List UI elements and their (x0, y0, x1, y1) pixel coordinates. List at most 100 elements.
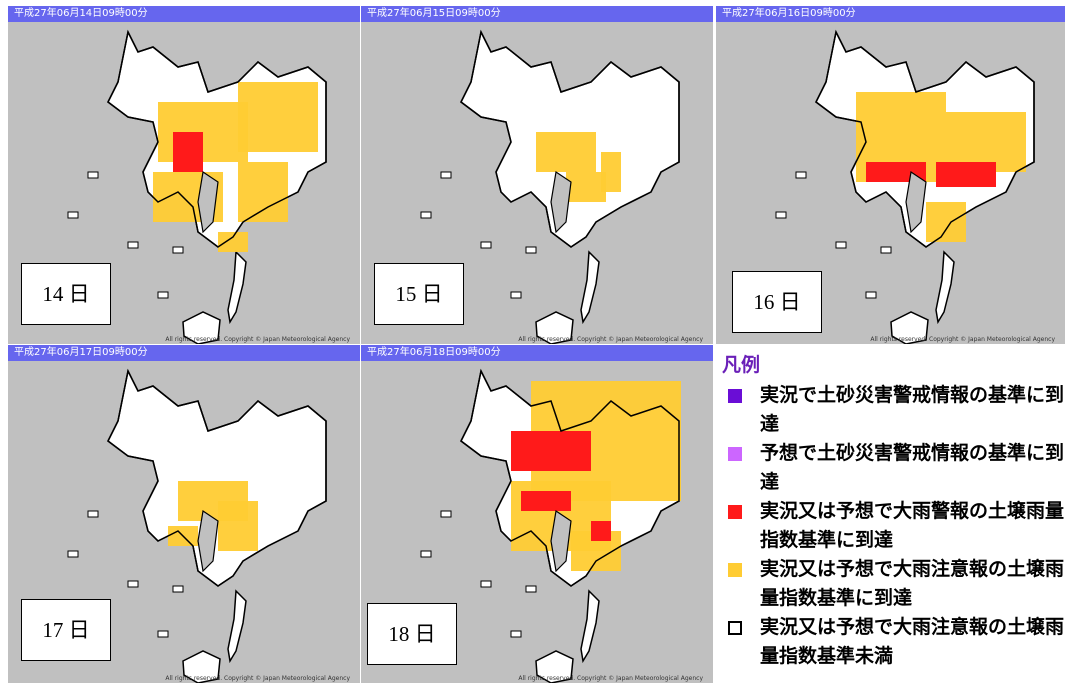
coastline (107, 368, 327, 587)
legend-title: 凡例 (722, 354, 761, 376)
panel-timestamp: 平成27年06月15日09時00分 (361, 6, 713, 22)
island-shape (182, 311, 221, 344)
islet-shape (67, 550, 79, 558)
islet-shape (880, 246, 892, 254)
islet-shape (795, 171, 807, 179)
islet-shape (87, 171, 99, 179)
islet-shape (87, 510, 99, 518)
day-label: 14 日 (21, 263, 111, 325)
bay-shape (550, 170, 572, 234)
bay-shape (550, 509, 572, 573)
day-label: 15 日 (374, 263, 464, 325)
islet-shape (480, 241, 492, 249)
legend-item-below-advisory: 実況又は予想で大雨注意報の土壌雨量指数基準未満 (722, 613, 1067, 671)
bay-shape (905, 170, 927, 234)
islet-shape (157, 630, 169, 638)
map-panel-16: 平成27年06月16日09時00分 16 日 All rights reserv… (716, 6, 1065, 344)
copyright-credit: All rights reserved. Copyright © Japan M… (518, 336, 703, 343)
advisory-area (238, 162, 288, 222)
advisory-area (566, 172, 606, 202)
kyushu-map (420, 29, 680, 344)
legend-label: 実況又は予想で大雨警報の土壌雨量指数基準に到達 (760, 500, 1065, 551)
legend-item-forecast-landslide: 予想で土砂災害警戒情報の基準に到達 (722, 439, 1067, 497)
islet-shape (480, 580, 492, 588)
day-label: 18 日 (367, 603, 457, 665)
kyushu-map (67, 29, 327, 344)
islet-shape (510, 291, 522, 299)
island-shape (890, 311, 929, 344)
warning-area (521, 491, 571, 511)
warning-area (173, 132, 203, 172)
bay-shape (197, 170, 219, 234)
day-label: 16 日 (732, 271, 822, 333)
coastline (107, 29, 327, 248)
islet-shape (440, 171, 452, 179)
islet-shape (835, 241, 847, 249)
panel-timestamp: 平成27年06月17日09時00分 (8, 345, 360, 361)
legend-swatch (728, 621, 742, 635)
islet-shape (865, 291, 877, 299)
day-label: 17 日 (21, 599, 111, 661)
warning-area (936, 162, 996, 187)
coastline (460, 368, 680, 587)
bay-shape (197, 509, 219, 573)
island-shape (535, 650, 574, 683)
copyright-credit: All rights reserved. Copyright © Japan M… (870, 336, 1055, 343)
islet-shape (510, 630, 522, 638)
legend-swatch (728, 505, 742, 519)
islet-shape (775, 211, 787, 219)
warning-area (591, 521, 611, 541)
island-shape (535, 311, 574, 344)
islet-shape (127, 580, 139, 588)
islet-shape (420, 550, 432, 558)
islet-shape (172, 585, 184, 593)
coastline (460, 29, 680, 248)
advisory-area (238, 82, 318, 152)
kyushu-map (775, 29, 1035, 344)
island-shape (227, 589, 247, 664)
island-shape (935, 250, 955, 325)
islet-shape (172, 246, 184, 254)
islet-shape (525, 585, 537, 593)
legend-label: 実況又は予想で大雨注意報の土壌雨量指数基準に到達 (760, 558, 1065, 609)
map-panel-18: 平成27年06月18日09時00分 18 日 All rights reserv… (361, 345, 713, 683)
map-panel-17: 平成27年06月17日09時00分 17 日 All rights reserv… (8, 345, 360, 683)
copyright-credit: All rights reserved. Copyright © Japan M… (518, 675, 703, 682)
advisory-area (218, 232, 248, 252)
map-panel-14: 平成27年06月14日09時00分 14 日 All rights reserv… (8, 6, 360, 344)
legend-label: 実況又は予想で大雨注意報の土壌雨量指数基準未満 (760, 616, 1065, 667)
islet-shape (157, 291, 169, 299)
panel-timestamp: 平成27年06月16日09時00分 (716, 6, 1065, 22)
advisory-area (926, 202, 966, 242)
island-shape (227, 250, 247, 325)
legend-item-observed-landslide: 実況で土砂災害警戒情報の基準に到達 (722, 381, 1067, 439)
coastline (815, 29, 1035, 248)
advisory-area (218, 501, 258, 551)
panel-timestamp: 平成27年06月14日09時00分 (8, 6, 360, 22)
legend-item-advisory: 実況又は予想で大雨注意報の土壌雨量指数基準に到達 (722, 555, 1067, 613)
islet-shape (440, 510, 452, 518)
kyushu-map (67, 368, 327, 683)
advisory-area (536, 132, 596, 172)
legend-label: 実況で土砂災害警戒情報の基準に到達 (760, 384, 1065, 435)
legend-label: 予想で土砂災害警戒情報の基準に到達 (760, 442, 1065, 493)
kyushu-map (420, 368, 681, 683)
warning-area (511, 431, 591, 471)
legend-swatch (728, 389, 742, 403)
islet-shape (67, 211, 79, 219)
island-shape (580, 250, 600, 325)
legend: 凡例 実況で土砂災害警戒情報の基準に到達 予想で土砂災害警戒情報の基準に到達 実… (722, 350, 1067, 680)
island-shape (182, 650, 221, 683)
legend-item-warning: 実況又は予想で大雨警報の土壌雨量指数基準に到達 (722, 497, 1067, 555)
island-shape (580, 589, 600, 664)
panel-timestamp: 平成27年06月18日09時00分 (361, 345, 713, 361)
islet-shape (127, 241, 139, 249)
legend-swatch (728, 447, 742, 461)
islet-shape (525, 246, 537, 254)
copyright-credit: All rights reserved. Copyright © Japan M… (165, 675, 350, 682)
mainland-shape (107, 368, 327, 587)
legend-swatch (728, 563, 742, 577)
islet-shape (420, 211, 432, 219)
map-panel-15: 平成27年06月15日09時00分 15 日 All rights reserv… (361, 6, 713, 344)
copyright-credit: All rights reserved. Copyright © Japan M… (165, 336, 350, 343)
